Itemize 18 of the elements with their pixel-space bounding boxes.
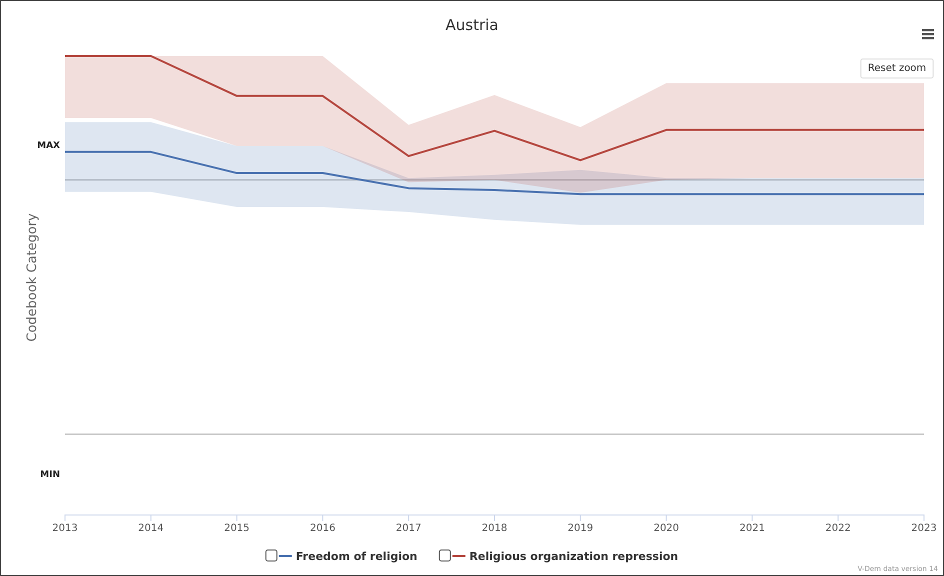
x-tick-label: 2022 (825, 523, 851, 534)
legend-label: Freedom of religion (296, 550, 418, 563)
y-axis-title: Codebook Category (25, 212, 40, 342)
x-tick-label: 2015 (224, 523, 250, 534)
chart-title: Austria (446, 16, 498, 34)
x-tick-label: 2021 (739, 523, 765, 534)
legend-label: Religious organization repression (469, 550, 678, 563)
text: MAX (37, 141, 60, 151)
x-tick-label: 2019 (568, 523, 594, 534)
x-tick-label: 2020 (654, 523, 680, 534)
x-tick-label: 2017 (396, 523, 422, 534)
x-tick-label: 2023 (911, 523, 937, 534)
text: MIN (40, 470, 60, 480)
x-tick-label: 2013 (52, 523, 78, 534)
x-tick-label: 2018 (482, 523, 508, 534)
annotation: Reset zoom (868, 63, 926, 74)
x-tick-label: 2014 (138, 523, 164, 534)
x-tick-label: 2016 (310, 523, 336, 534)
